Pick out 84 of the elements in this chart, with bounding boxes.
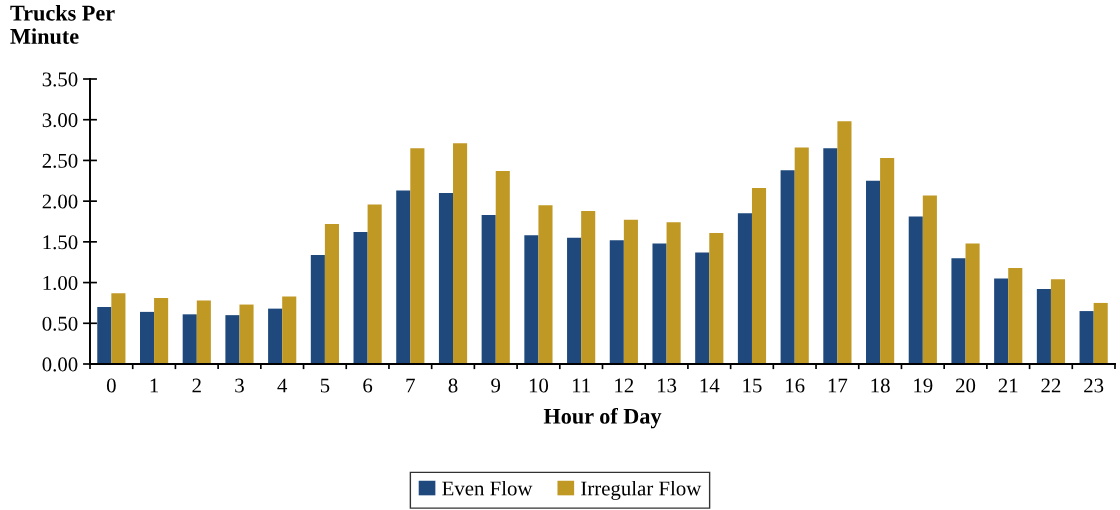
bar	[310, 254, 325, 364]
bar	[1050, 279, 1066, 364]
x-tick-label: 18	[871, 378, 890, 393]
y-tick-label: 3.50	[42, 72, 78, 87]
y-tick-label: 0.00	[42, 357, 78, 372]
y-tick-label: 3.00	[42, 113, 78, 128]
x-tick-label: 3	[235, 378, 244, 393]
bar	[837, 121, 852, 364]
x-tick-label: 4	[277, 378, 288, 393]
y-tick-label: 2.00	[42, 194, 78, 209]
bar	[1093, 302, 1108, 364]
bar	[324, 223, 339, 364]
bar	[438, 193, 454, 364]
bar	[581, 210, 596, 364]
y-tick-label: 1.50	[43, 235, 78, 250]
bar	[908, 216, 923, 364]
bar	[1036, 289, 1051, 364]
bar	[652, 243, 667, 364]
y-tick-label: 1.00	[43, 275, 78, 291]
x-tick-label: 7	[406, 378, 415, 393]
x-tick-label: 1	[150, 378, 159, 393]
bar	[695, 252, 710, 364]
bar	[538, 205, 553, 364]
bar	[453, 143, 468, 364]
bar	[196, 300, 211, 364]
bar	[737, 213, 752, 364]
bar	[239, 304, 254, 364]
bar	[495, 171, 510, 364]
bar	[154, 298, 169, 364]
bar	[965, 243, 980, 364]
bar	[524, 235, 539, 364]
bar	[396, 190, 411, 364]
bar	[282, 296, 297, 364]
bar	[410, 148, 425, 364]
bar	[623, 219, 638, 364]
x-tick-label: 10	[529, 378, 549, 393]
bar	[880, 157, 895, 364]
y-axis-title: Trucks Per Minute	[10, 5, 115, 44]
x-axis-title: Hour of Day	[543, 407, 662, 429]
x-tick-label: 19	[914, 378, 933, 393]
x-tick-label: 17	[828, 378, 848, 393]
x-tick-label: 21	[998, 378, 1018, 393]
bar	[1008, 267, 1023, 364]
bar	[182, 314, 197, 364]
x-tick-label: 0	[106, 378, 116, 393]
x-tick-label: 12	[615, 378, 634, 393]
x-tick-label: 20	[956, 378, 976, 393]
bar	[823, 148, 838, 364]
bar	[367, 204, 382, 364]
x-tick-label: 11	[572, 378, 590, 393]
y-tick-label: 0.50	[42, 316, 78, 331]
x-tick-label: 16	[786, 378, 805, 393]
legend-label: Irregular Flow	[581, 480, 702, 500]
bar	[1079, 311, 1094, 364]
bar	[709, 232, 724, 364]
legend-label: Even Flow	[442, 480, 533, 496]
bar	[353, 232, 368, 364]
bar	[268, 308, 283, 364]
x-tick-label: 15	[743, 378, 762, 393]
x-tick-label: 9	[491, 378, 501, 393]
bar	[567, 237, 582, 364]
x-tick-label: 22	[1041, 378, 1061, 393]
x-tick-label: 23	[1084, 378, 1104, 393]
x-tick-label: 2	[192, 378, 201, 393]
bar	[780, 170, 795, 364]
x-tick-label: 8	[448, 378, 458, 393]
bar	[666, 222, 681, 364]
bar	[922, 195, 937, 364]
x-tick-label: 6	[363, 378, 373, 393]
bar	[951, 258, 966, 364]
x-tick-label: 14	[700, 378, 720, 393]
bar	[97, 307, 112, 364]
bar	[111, 293, 126, 364]
bar	[609, 240, 624, 364]
bar	[225, 315, 240, 364]
bar	[481, 214, 496, 364]
bar	[794, 147, 809, 364]
x-tick-label: 13	[657, 378, 677, 393]
bar	[751, 188, 767, 364]
y-tick-label: 2.50	[42, 153, 78, 168]
bar	[994, 278, 1009, 364]
x-tick-label: 5	[320, 378, 330, 393]
bar	[139, 311, 155, 364]
bar	[866, 180, 881, 364]
